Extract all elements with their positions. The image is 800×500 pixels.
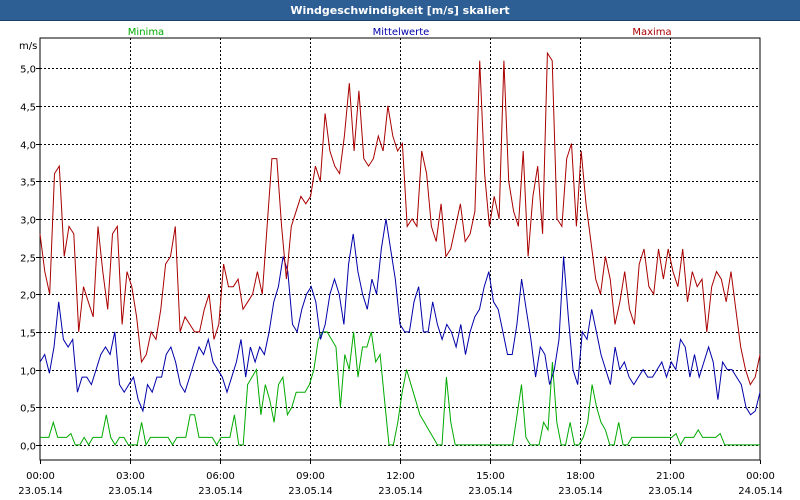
x-tick-date: 23.05.14 (648, 486, 693, 497)
x-tick-date: 23.05.14 (18, 486, 63, 497)
plot-area (39, 37, 761, 461)
x-tick-date: 23.05.14 (288, 486, 333, 497)
x-tick-time: 18:00 (566, 471, 595, 482)
y-tick-label: 2,5 (20, 254, 36, 265)
x-tick-time: 03:00 (116, 471, 145, 482)
legend-mittelwerte: Mittelwerte (373, 27, 430, 38)
x-tick-time: 15:00 (476, 471, 505, 482)
x-tick-time: 09:00 (296, 471, 325, 482)
y-tick-label: 3,5 (20, 178, 36, 189)
x-tick-date: 23.05.14 (468, 486, 513, 497)
y-tick-label: 1,0 (20, 367, 36, 378)
x-tick-time: 21:00 (656, 471, 685, 482)
y-tick-label: 4,0 (20, 141, 36, 152)
chart-title-bar: Windgeschwindigkeit [m/s] skaliert (0, 0, 800, 21)
y-tick-label: 0,5 (20, 404, 36, 415)
series-line-mittelwerte (39, 218, 761, 416)
legend-maxima: Maxima (632, 27, 671, 38)
x-tick-time: 12:00 (386, 471, 415, 482)
y-tick-label: 0,0 (20, 442, 36, 453)
y-tick-label: 1,5 (20, 329, 36, 340)
x-tick-time: 00:00 (26, 471, 55, 482)
chart-title: Windgeschwindigkeit [m/s] skaliert (290, 4, 510, 17)
x-tick-time: 06:00 (206, 471, 235, 482)
legend-minima: Minima (128, 27, 164, 38)
x-tick-date: 23.05.14 (108, 486, 153, 497)
series-line-maxima (39, 51, 761, 386)
y-tick-label: 4,5 (20, 103, 36, 114)
x-tick-date: 23.05.14 (558, 486, 603, 497)
x-tick-time: 00:00 (746, 471, 775, 482)
x-tick-date: 23.05.14 (378, 486, 423, 497)
series-line-minima (40, 331, 760, 447)
y-tick-label: 3,0 (20, 216, 36, 227)
x-tick-date: 24.05.14 (738, 486, 783, 497)
x-tick-date: 23.05.14 (198, 486, 243, 497)
y-tick-label: 5,0 (20, 65, 36, 76)
y-axis-label: m/s (19, 41, 37, 52)
y-tick-label: 2,0 (20, 291, 36, 302)
